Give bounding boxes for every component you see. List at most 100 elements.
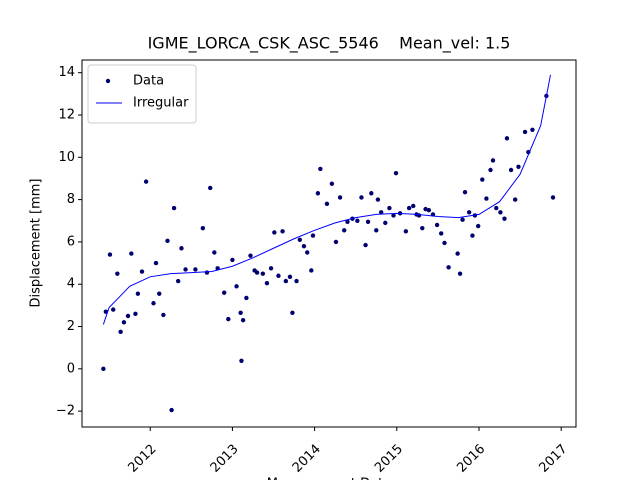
data-point — [111, 307, 116, 312]
data-point — [516, 164, 521, 170]
data-point — [375, 197, 381, 202]
data-point — [480, 177, 485, 182]
chart-title: IGME_LORCA_CSK_ASC_5546 Mean_vel: 1.5 — [148, 34, 511, 54]
data-point — [550, 195, 556, 200]
data-point — [260, 271, 266, 276]
data-point — [342, 228, 347, 233]
data-point — [309, 268, 314, 273]
data-point — [135, 291, 141, 296]
data-point — [438, 231, 444, 236]
data-point — [283, 278, 289, 284]
data-point — [426, 207, 432, 213]
data-point — [508, 167, 514, 173]
data-point — [462, 190, 468, 195]
data-point — [383, 220, 388, 226]
data-point — [466, 210, 472, 215]
data-point — [248, 253, 253, 258]
y-tick-label: −2 — [56, 404, 75, 419]
data-point — [287, 274, 293, 280]
plot-area — [101, 74, 556, 413]
data-point — [165, 238, 170, 244]
data-point — [143, 179, 149, 184]
data-point — [238, 310, 243, 315]
legend-label: Data — [133, 74, 164, 89]
data-point — [244, 295, 249, 301]
data-point — [175, 278, 181, 284]
data-point — [488, 167, 493, 173]
data-point — [460, 217, 465, 222]
data-point — [484, 196, 489, 201]
y-tick-label: 14 — [58, 65, 75, 80]
data-point — [193, 267, 198, 272]
data-point — [121, 320, 127, 325]
data-point — [318, 166, 323, 172]
data-point — [183, 267, 188, 272]
data-point — [512, 197, 518, 202]
data-point — [230, 257, 235, 263]
data-point — [411, 203, 416, 209]
data-point — [305, 250, 310, 255]
data-point — [297, 237, 303, 242]
data-point — [133, 311, 138, 317]
data-point — [393, 170, 399, 176]
data-point — [276, 273, 281, 278]
data-point — [365, 219, 371, 225]
data-point — [240, 317, 246, 323]
data-point — [498, 210, 503, 215]
data-point — [475, 223, 481, 229]
data-point — [363, 242, 368, 248]
data-point — [530, 127, 535, 133]
data-point — [406, 205, 412, 211]
data-point — [118, 329, 123, 335]
data-point — [280, 229, 285, 234]
plot-frame — [81, 59, 577, 428]
data-point — [391, 213, 396, 218]
data-point — [310, 233, 316, 238]
data-point — [470, 233, 475, 238]
data-point — [403, 229, 409, 234]
data-point — [101, 366, 106, 372]
data-point — [171, 205, 177, 211]
data-point — [151, 301, 156, 306]
y-tick-label: 4 — [67, 277, 75, 292]
y-tick-label: 12 — [58, 107, 75, 122]
data-point — [153, 260, 159, 266]
data-point — [107, 252, 113, 257]
data-point — [420, 225, 425, 231]
data-point — [272, 230, 277, 235]
data-point — [442, 240, 447, 246]
data-point — [200, 225, 206, 231]
data-point — [457, 271, 463, 276]
data-point — [129, 251, 134, 256]
y-tick-label: 10 — [58, 150, 75, 165]
data-point — [502, 216, 507, 221]
y-tick-label: 0 — [67, 361, 75, 376]
data-point — [359, 195, 364, 200]
data-point — [455, 251, 460, 256]
data-point — [208, 185, 213, 191]
data-point — [374, 228, 379, 233]
data-point — [315, 191, 321, 196]
data-point — [221, 290, 227, 295]
data-point — [290, 310, 295, 315]
data-point — [522, 129, 528, 135]
legend-label: Irregular — [133, 96, 189, 111]
data-point — [239, 358, 244, 363]
data-point — [446, 265, 451, 270]
data-point — [378, 210, 384, 215]
y-tick-label: 6 — [67, 234, 75, 249]
data-point — [301, 243, 307, 249]
legend-box — [87, 64, 197, 124]
data-point — [387, 205, 392, 211]
data-point — [212, 250, 217, 255]
data-point — [179, 246, 184, 251]
data-point — [161, 312, 166, 318]
data-point — [169, 407, 174, 413]
x-axis-label: Measurement Date — [267, 477, 391, 480]
data-point — [294, 278, 299, 284]
data-point — [490, 158, 496, 163]
data-point — [329, 181, 335, 186]
y-tick-label: 2 — [67, 319, 75, 334]
y-tick-label: 8 — [67, 192, 75, 207]
